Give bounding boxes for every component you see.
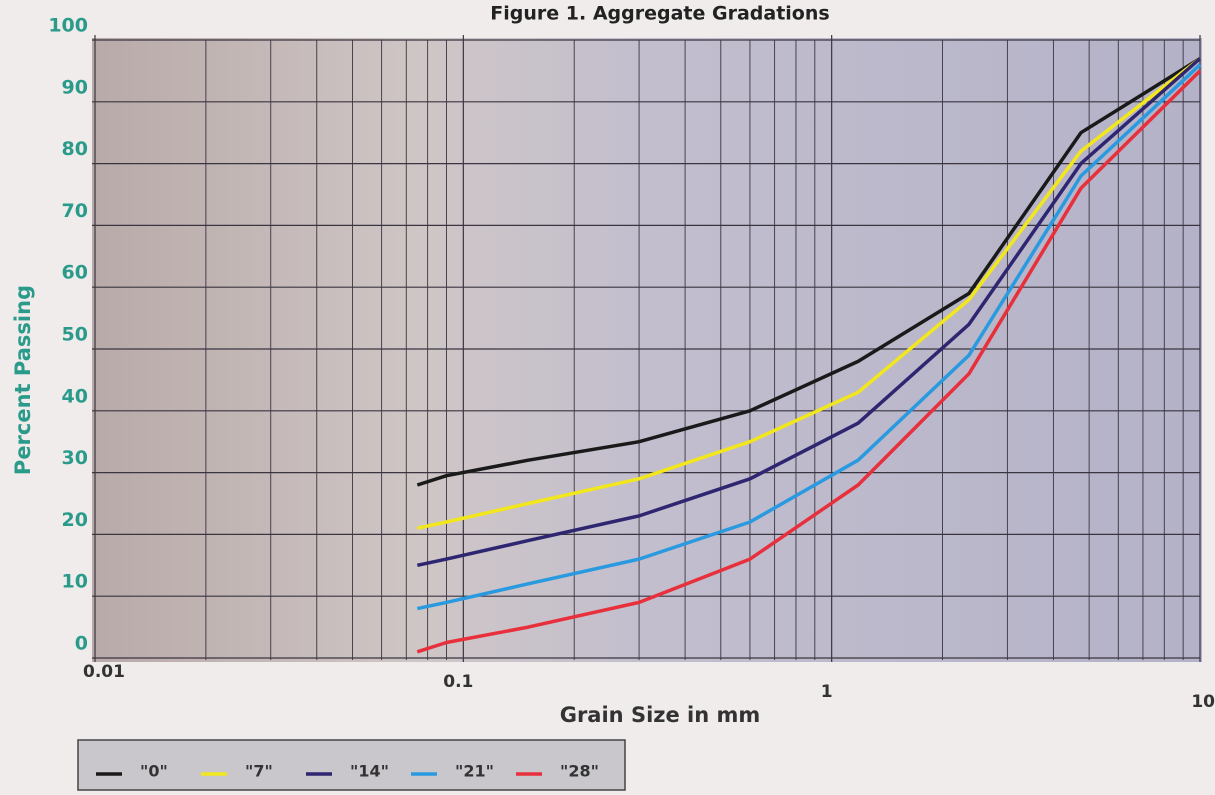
y-tick-label: 50 xyxy=(62,324,88,346)
chart-title: Figure 1. Aggregate Gradations xyxy=(490,3,829,25)
y-axis-label: Percent Passing xyxy=(11,285,35,475)
chart: Figure 1. Aggregate Gradations Grain Siz… xyxy=(0,0,1215,795)
plot-background xyxy=(92,38,1202,662)
x-tick-label: 10 xyxy=(1191,692,1215,712)
y-tick-label: 90 xyxy=(62,76,88,98)
y-tick-label: 60 xyxy=(62,262,88,284)
legend-label: "14" xyxy=(350,762,389,781)
x-tick-label: 0.1 xyxy=(443,672,473,692)
y-tick-label: 0 xyxy=(75,633,88,655)
y-tick-label: 30 xyxy=(62,447,88,469)
legend-label: "7" xyxy=(245,762,273,781)
x-axis-label: Grain Size in mm xyxy=(560,703,761,727)
y-tick-label: 20 xyxy=(62,509,88,531)
legend-label: "21" xyxy=(455,762,494,781)
legend-label: "0" xyxy=(140,762,168,781)
y-tick-label: 100 xyxy=(48,15,88,37)
x-tick-label: 1 xyxy=(821,682,833,702)
legend-label: "28" xyxy=(560,762,599,781)
y-tick-label: 10 xyxy=(62,571,88,593)
x-tick-label: 0.01 xyxy=(83,662,125,682)
y-tick-label: 80 xyxy=(62,138,88,160)
y-tick-label: 40 xyxy=(62,385,88,407)
y-tick-label: 70 xyxy=(62,200,88,222)
